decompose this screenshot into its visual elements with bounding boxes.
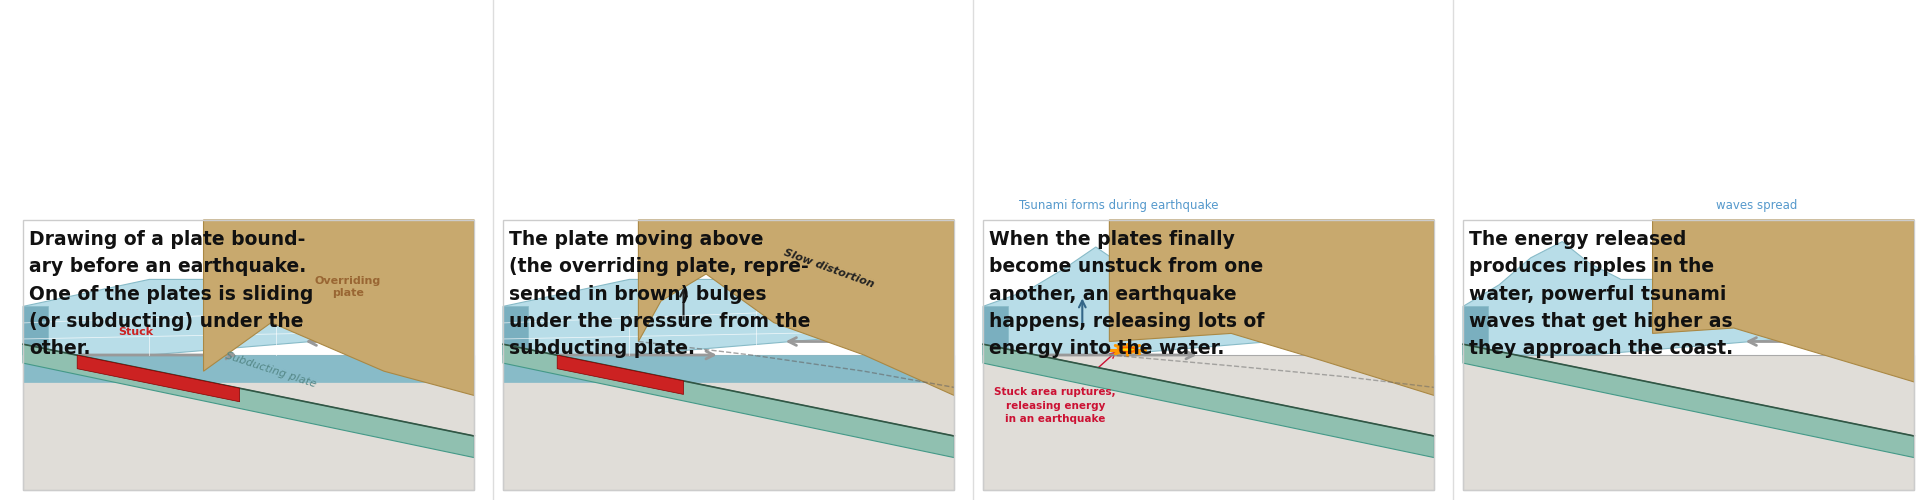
Text: Tsunami forms during earthquake: Tsunami forms during earthquake — [1020, 199, 1217, 212]
Circle shape — [1119, 348, 1135, 352]
Text: Slow distortion: Slow distortion — [783, 248, 876, 290]
Text: The energy released
produces ripples in the
water, powerful tsunami
waves that g: The energy released produces ripples in … — [1469, 230, 1734, 358]
Text: Subducting plate: Subducting plate — [225, 350, 319, 390]
Polygon shape — [1110, 220, 1434, 396]
Polygon shape — [23, 280, 474, 355]
Polygon shape — [1463, 306, 1488, 355]
Polygon shape — [77, 355, 240, 402]
Polygon shape — [503, 344, 954, 458]
Text: The plate moving above
(the overriding plate, repre-
sented in brown) bulges
und: The plate moving above (the overriding p… — [509, 230, 810, 358]
Polygon shape — [23, 344, 474, 458]
Text: Overriding
plate: Overriding plate — [315, 276, 380, 297]
Polygon shape — [23, 355, 474, 490]
Text: Stuck area ruptures,
releasing energy
in an earthquake: Stuck area ruptures, releasing energy in… — [995, 388, 1116, 424]
Polygon shape — [1463, 344, 1914, 458]
Polygon shape — [983, 247, 1434, 355]
Polygon shape — [1653, 220, 1914, 382]
Polygon shape — [1463, 355, 1914, 490]
Polygon shape — [1463, 242, 1914, 355]
Text: waves spread: waves spread — [1716, 199, 1797, 212]
Polygon shape — [983, 355, 1434, 490]
Polygon shape — [503, 355, 954, 382]
Polygon shape — [983, 306, 1008, 355]
Polygon shape — [503, 280, 954, 355]
Polygon shape — [23, 355, 474, 382]
Polygon shape — [503, 355, 954, 490]
Polygon shape — [23, 306, 48, 355]
Polygon shape — [204, 220, 474, 396]
Polygon shape — [983, 344, 1434, 458]
Polygon shape — [557, 355, 684, 395]
Text: When the plates finally
become unstuck from one
another, an earthquake
happens, : When the plates finally become unstuck f… — [989, 230, 1263, 358]
Polygon shape — [637, 220, 954, 396]
Polygon shape — [503, 306, 528, 355]
Text: Drawing of a plate bound-
ary before an earthquake.
One of the plates is sliding: Drawing of a plate bound- ary before an … — [29, 230, 313, 358]
Text: Stuck: Stuck — [119, 327, 154, 337]
